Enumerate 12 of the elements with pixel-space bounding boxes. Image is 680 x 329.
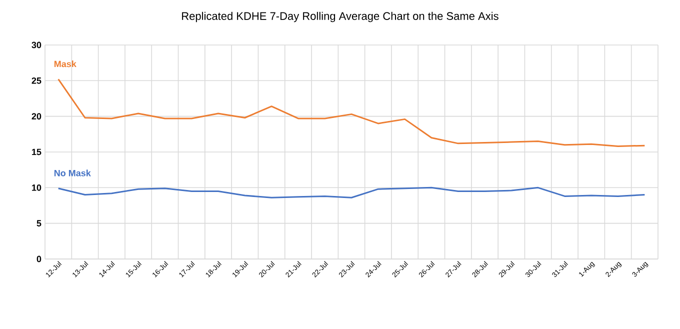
y-tick-label: 10 [32,184,42,191]
y-tick-label: 20 [32,113,42,120]
series-label: Mask [54,60,76,68]
y-tick-label: 0 [36,256,42,262]
y-tick-label: 30 [32,42,42,48]
series-label: No Mask [54,170,91,176]
y-tick-label: 5 [36,220,42,226]
chart-title: Replicated KDHE 7-Day Rolling Average Chart on the Same Axis [182,12,498,22]
line-series [58,78,646,148]
y-tick-label: 15 [32,148,42,156]
y-tick-label: 25 [32,77,42,84]
line-series [58,186,646,198]
